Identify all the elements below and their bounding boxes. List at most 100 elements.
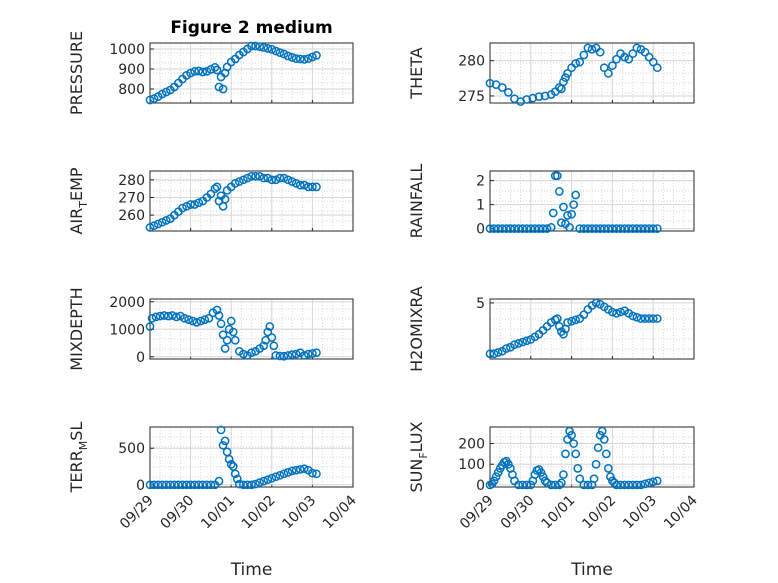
data-point xyxy=(161,87,171,97)
data-point xyxy=(491,472,501,482)
data-point xyxy=(287,177,297,186)
data-point xyxy=(167,311,177,320)
data-point xyxy=(157,480,167,490)
subplot-theta: 275 280 THETA xyxy=(407,42,695,106)
y-tick-label: 0 xyxy=(476,478,485,494)
data-point xyxy=(287,466,297,476)
data-point xyxy=(279,49,289,59)
y-tick-label: 0 xyxy=(136,478,145,494)
data-point xyxy=(603,464,613,473)
data-point xyxy=(149,94,159,103)
data-point xyxy=(192,318,202,327)
data-point xyxy=(559,77,568,87)
data-point xyxy=(504,459,513,469)
data-point xyxy=(222,335,232,345)
y-tick-label: 900 xyxy=(118,62,145,78)
data-point xyxy=(601,449,611,459)
data-point xyxy=(612,308,621,318)
data-point xyxy=(299,55,309,64)
data-point xyxy=(565,223,574,232)
y-tick-label: 0 xyxy=(136,350,145,366)
data-point xyxy=(172,312,181,322)
x-tick-label: 09/30 xyxy=(498,493,538,533)
axes-border xyxy=(489,170,695,232)
data-point xyxy=(291,465,301,475)
x-tick-label: 10/01 xyxy=(198,493,238,533)
data-point xyxy=(255,42,264,51)
data-point xyxy=(485,349,495,359)
y-tick-label: 2000 xyxy=(109,295,145,311)
data-point xyxy=(557,478,566,488)
x-tick-label: 09/29 xyxy=(457,493,497,533)
data-point xyxy=(632,480,642,490)
data-point xyxy=(616,480,625,490)
data-point xyxy=(178,480,187,490)
data-point xyxy=(251,41,260,51)
data-point xyxy=(542,478,552,488)
axes-border xyxy=(489,298,695,360)
data-point xyxy=(295,54,305,64)
data-point xyxy=(599,63,609,73)
x-tick-label: 10/03 xyxy=(279,493,319,533)
data-point xyxy=(275,48,285,57)
data-point xyxy=(546,480,556,490)
data-point xyxy=(147,313,157,323)
axes-border xyxy=(489,426,695,488)
data-point xyxy=(186,480,195,490)
data-point xyxy=(283,351,293,360)
data-point xyxy=(186,68,195,78)
data-point xyxy=(571,190,581,200)
data-point xyxy=(501,224,511,233)
data-point xyxy=(184,315,193,324)
data-point xyxy=(275,173,285,183)
data-point xyxy=(283,51,293,61)
x-axis-label: Time xyxy=(570,560,613,580)
data-point xyxy=(644,224,654,233)
y-axis-label: THETA xyxy=(407,47,426,99)
data-point xyxy=(188,316,197,326)
data-point xyxy=(163,311,173,321)
data-point xyxy=(555,187,564,196)
data-point xyxy=(552,171,562,181)
data-point xyxy=(190,67,200,76)
data-point xyxy=(259,173,269,183)
data-point xyxy=(546,223,556,232)
data-point xyxy=(603,224,613,233)
y-tick-label: 0 xyxy=(476,222,485,238)
y-axis-label: TERRMSL xyxy=(67,422,90,494)
data-point xyxy=(165,480,175,490)
y-axis-label: RAINFALL xyxy=(407,164,426,239)
data-point xyxy=(636,314,646,323)
y-tick-label: 800 xyxy=(118,82,145,98)
data-point xyxy=(312,182,321,192)
data-point xyxy=(145,322,155,331)
data-point xyxy=(214,476,224,486)
data-point xyxy=(251,171,260,181)
data-point xyxy=(579,310,589,320)
data-point xyxy=(559,329,568,339)
data-point xyxy=(145,223,155,232)
data-point xyxy=(196,316,206,326)
data-point xyxy=(632,43,642,53)
data-point xyxy=(579,50,589,60)
data-point xyxy=(271,175,281,185)
data-point xyxy=(234,177,244,186)
data-point xyxy=(616,307,625,317)
axes-border xyxy=(149,170,354,232)
data-point xyxy=(204,313,214,323)
data-point xyxy=(640,224,650,233)
data-point xyxy=(308,182,317,192)
data-point xyxy=(595,47,605,57)
y-axis-label: PRESSURE xyxy=(67,31,86,115)
data-point xyxy=(287,53,297,62)
data-point xyxy=(636,480,646,490)
data-point xyxy=(234,479,244,489)
data-point xyxy=(640,479,650,489)
y-tick-label: 100 xyxy=(458,457,485,473)
data-point xyxy=(569,439,578,448)
data-point xyxy=(612,224,621,233)
data-point xyxy=(504,88,513,97)
data-point xyxy=(267,175,277,185)
y-tick-label: 2 xyxy=(476,174,485,190)
data-point xyxy=(295,180,305,190)
